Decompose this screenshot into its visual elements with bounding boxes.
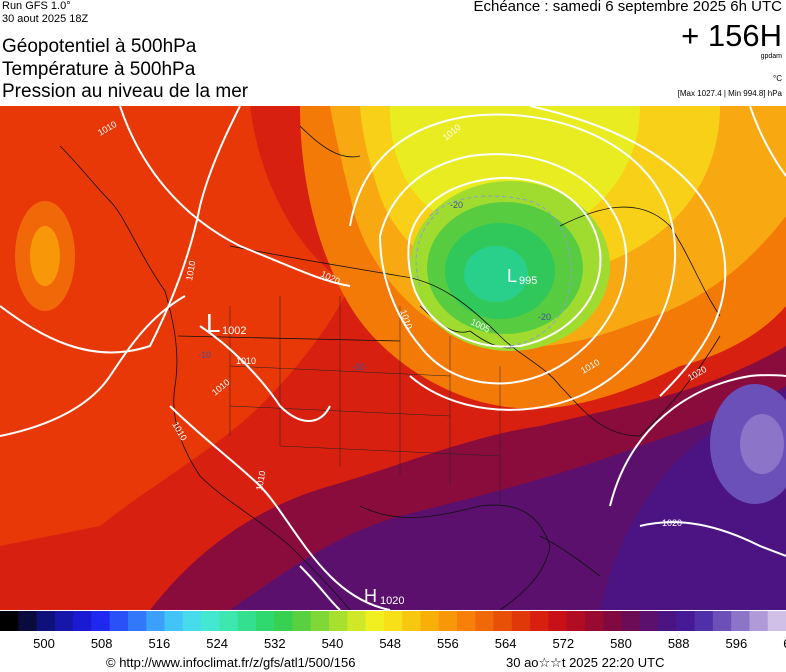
scale-tick-label: 500 <box>33 636 55 651</box>
scale-swatch <box>347 611 367 631</box>
scale-swatch <box>493 611 513 631</box>
scale-swatch <box>127 611 147 631</box>
scale-swatch <box>91 611 111 631</box>
temp-label: -10 <box>198 350 211 360</box>
run-date: 30 aout 2025 18Z <box>2 13 89 25</box>
scale-tick-label: 556 <box>437 636 459 651</box>
scale-swatch <box>54 611 74 631</box>
scale-swatch <box>456 611 476 631</box>
field-pacific-core <box>30 226 60 286</box>
scale-swatch <box>274 611 293 631</box>
temp-label: -20 <box>538 312 551 322</box>
scale-swatch <box>566 611 586 631</box>
scale-swatch <box>383 611 403 631</box>
scale-tick-label: 508 <box>90 636 113 651</box>
scale-swatch <box>694 611 714 631</box>
run-label: Run GFS 1.0° <box>2 0 71 12</box>
scale-swatch <box>603 611 622 631</box>
forecast-hour: + 156H <box>681 18 782 53</box>
scale-swatch <box>475 611 495 631</box>
isobars <box>0 106 786 610</box>
copyright: © http://www.infoclimat.fr/z/gfs/atl1/50… <box>106 655 356 670</box>
scale-swatch <box>420 611 440 631</box>
scale-swatch <box>676 611 696 631</box>
unit-geopotential: gpdam <box>760 53 782 60</box>
scale-swatch <box>767 611 786 631</box>
scale-tick-label: 516 <box>148 636 171 651</box>
scale-swatch <box>731 611 750 631</box>
isobar-label: 1020 <box>662 518 682 528</box>
scale-swatch <box>310 611 330 631</box>
scale-swatch <box>365 611 385 631</box>
unit-temperature: °C <box>773 74 782 83</box>
scale-swatch <box>255 611 275 631</box>
temp-label: -20 <box>450 200 463 210</box>
scale-tick-label: 580 <box>610 636 632 651</box>
generated-time: 30 ao☆☆t 2025 22:20 UTC <box>506 655 665 670</box>
param-temperature: Température à 500hPa <box>2 59 196 80</box>
scale-tick-label: 548 <box>379 636 402 651</box>
scale-swatch <box>18 611 38 631</box>
temperature-isotherms <box>415 195 572 347</box>
temp-label: -10 <box>352 362 365 372</box>
scale-tick-label: 564 <box>494 636 517 651</box>
forecast-time: Echéance : samedi 6 septembre 2025 6h UT… <box>473 0 782 15</box>
state-borders <box>229 296 501 506</box>
pressure-centres: L 1002 L 995 H 1020 <box>206 266 537 607</box>
isobar-label: 1010 <box>254 470 267 491</box>
coastlines <box>59 125 721 610</box>
scale-swatch <box>146 611 166 631</box>
scale-tick-label: 588 <box>667 636 690 651</box>
scale-swatch <box>109 611 129 631</box>
scale-swatch <box>292 611 312 631</box>
scale-swatch <box>219 611 239 631</box>
field-green-center <box>464 246 528 302</box>
low-symbol-north: L <box>507 266 517 286</box>
scale-swatch <box>164 611 184 631</box>
scale-swatch <box>584 611 604 631</box>
scale-swatch <box>530 611 549 631</box>
param-geopotential: Géopotentiel à 500hPa <box>2 36 197 57</box>
scale-swatch <box>511 611 531 631</box>
scale-swatch <box>639 611 659 631</box>
scale-swatch <box>712 611 732 631</box>
scale-tick-label: 524 <box>206 636 228 651</box>
weather-map: L 1002 L 995 H 1020 1010 1020 1010 1010 … <box>0 106 786 610</box>
low-value-north: 995 <box>519 275 537 287</box>
isobar-label: 1010 <box>184 260 197 281</box>
scale-swatch <box>402 611 421 631</box>
scale-tick-label: 604 <box>774 636 786 651</box>
scale-swatch <box>73 611 92 631</box>
scale-tick-label: 596 <box>725 636 748 651</box>
scale-swatch <box>182 611 202 631</box>
high-value-south: 1020 <box>380 595 404 607</box>
scale-tick-label: 572 <box>552 636 575 651</box>
low-value-west: 1002 <box>222 325 246 337</box>
color-scale <box>0 611 786 631</box>
field-lavender-core <box>740 414 784 474</box>
scale-swatch <box>658 611 677 631</box>
temperature-labels: -20 -20 -10 -10 <box>198 200 551 372</box>
scale-swatch <box>36 611 56 631</box>
field-red-west <box>0 106 350 546</box>
high-symbol-south: H <box>364 586 377 606</box>
low-symbol-west: L <box>206 308 220 338</box>
scale-swatch <box>0 611 19 631</box>
scale-swatch <box>621 611 641 631</box>
param-pressure: Pression au niveau de la mer <box>2 81 249 102</box>
scale-swatch <box>749 611 769 631</box>
scale-swatch <box>548 611 568 631</box>
isobar-label: 1010 <box>236 356 256 366</box>
scale-swatch <box>237 611 257 631</box>
scale-tick-label: 540 <box>321 636 344 651</box>
scale-swatch <box>438 611 458 631</box>
scale-swatch <box>201 611 220 631</box>
pressure-range: [Max 1027.4 | Min 994.8] hPa <box>677 89 782 98</box>
scale-swatch <box>329 611 348 631</box>
scale-tick-label: 532 <box>263 636 286 651</box>
